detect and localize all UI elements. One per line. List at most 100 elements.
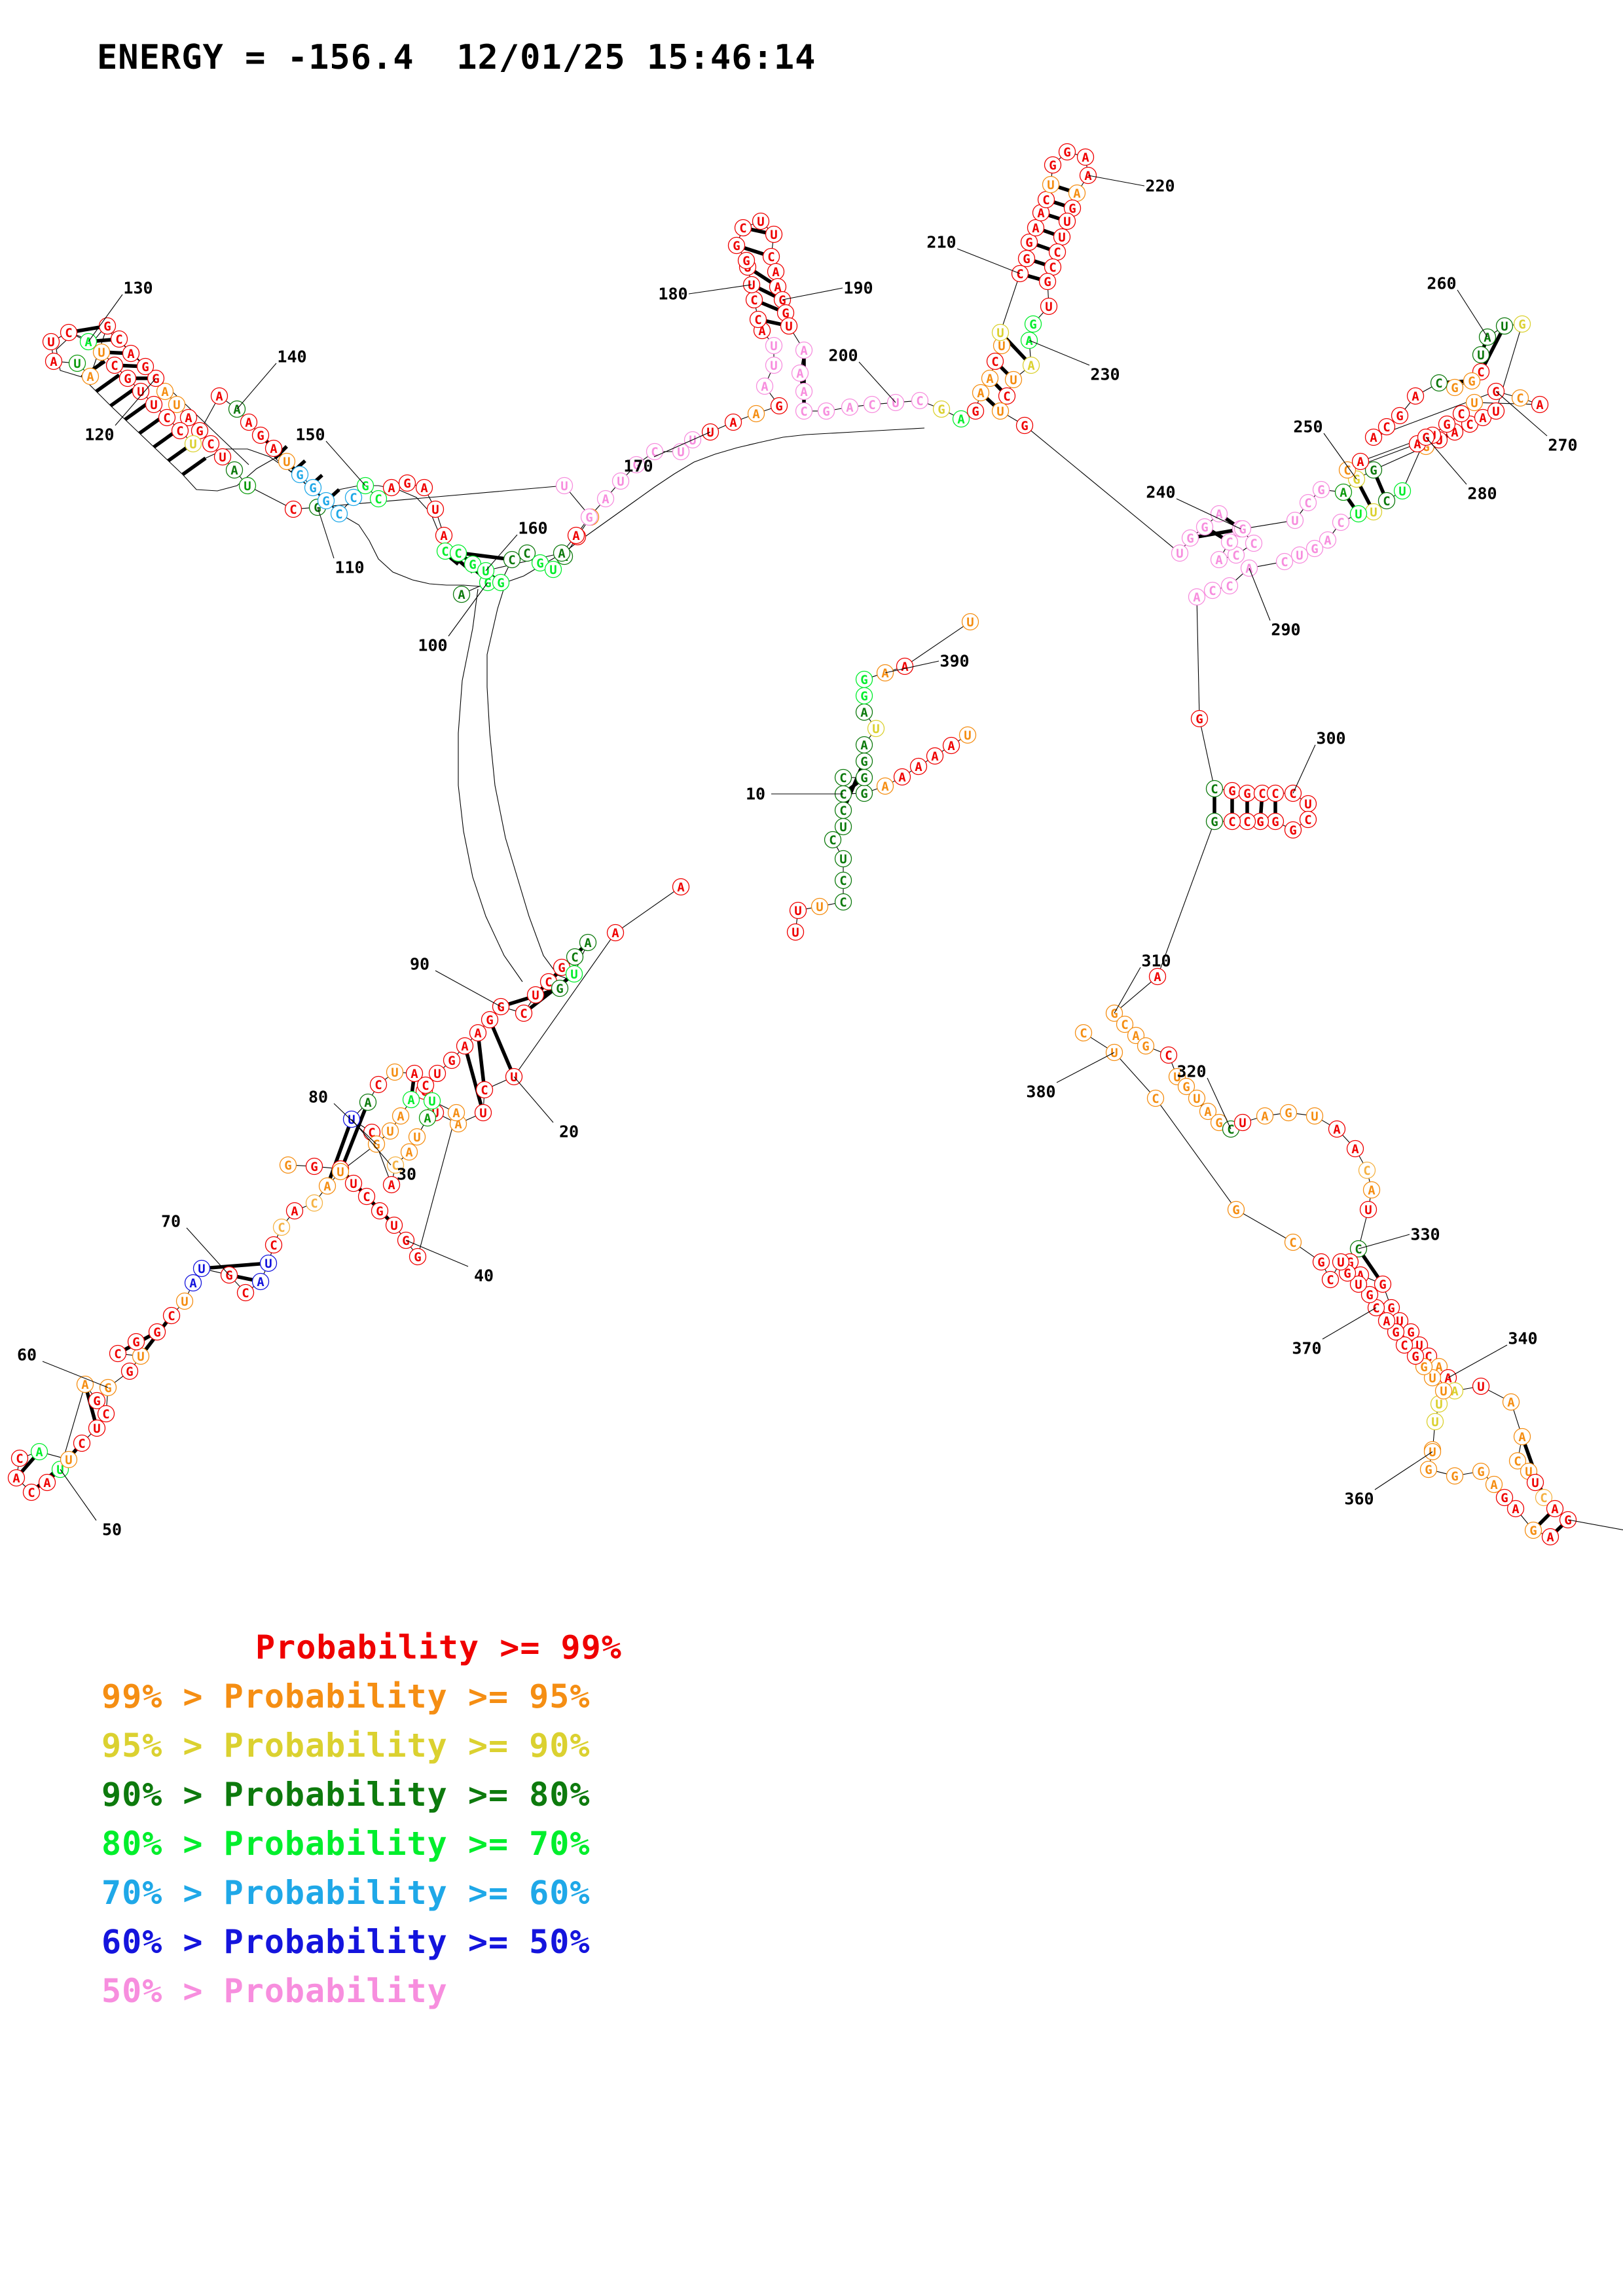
nucleotide-235: G <box>1015 416 1034 435</box>
backbone-link <box>1225 518 1235 525</box>
nucleotide-letter: A <box>245 416 253 430</box>
nucleotide-circle <box>408 1128 426 1146</box>
nucleotide-1: U <box>786 923 805 941</box>
nucleotide-letter: G <box>1412 1350 1419 1364</box>
nucleotide-141: A <box>240 413 258 431</box>
nucleotide-letter: C <box>839 874 847 888</box>
nucleotide-letter: G <box>558 961 565 975</box>
nucleotide-circle <box>68 354 86 372</box>
nucleotide-circle <box>423 1092 441 1110</box>
nucleotide-letter: C <box>392 1158 399 1173</box>
position-leader-340 <box>1448 1344 1508 1378</box>
nucleotide-348: C <box>1535 1488 1553 1507</box>
nucleotide-121: G <box>136 357 155 376</box>
nucleotide-circle <box>1328 1120 1346 1138</box>
position-label-90: 90 <box>410 955 429 974</box>
nucleotide-14: A <box>909 757 928 776</box>
nucleotide-letter: C <box>750 293 757 308</box>
nucleotide-circle <box>98 317 117 335</box>
nucleotide-385: A <box>855 736 873 754</box>
nucleotide-letter: C <box>1304 813 1311 827</box>
nucleotide-letter: C <box>1457 407 1465 422</box>
nucleotide-33: C <box>386 1156 405 1174</box>
nucleotide-157: C <box>436 542 454 560</box>
nucleotide-letter: U <box>872 722 879 736</box>
base-pair-69-73 <box>209 1262 261 1270</box>
nucleotide-343: A <box>1502 1393 1520 1411</box>
nucleotide-352: G <box>1524 1521 1542 1539</box>
nucleotide-circle <box>1364 428 1383 446</box>
nucleotide-circle <box>1362 1181 1381 1199</box>
nucleotide-circle <box>1305 539 1324 558</box>
nucleotide-circle <box>1387 1323 1405 1341</box>
backbone-link <box>1321 1119 1331 1126</box>
nucleotide-circle <box>1177 1077 1195 1096</box>
nucleotide-letter: A <box>424 1111 431 1126</box>
nucleotide-92: U <box>526 986 545 1004</box>
position-leader-320 <box>1207 1077 1231 1130</box>
nucleotide-265: C <box>1430 374 1448 392</box>
nucleotide-letter: G <box>376 1204 383 1219</box>
nucleotide-circle <box>10 1449 29 1467</box>
nucleotide-circle <box>1334 483 1353 501</box>
nucleotide-234: U <box>991 402 1010 420</box>
position-leader-280 <box>1425 437 1467 485</box>
nucleotide-letter: C <box>65 326 72 340</box>
nucleotide-324: U <box>1305 1107 1324 1125</box>
nucleotide-letter: G <box>373 1138 380 1152</box>
nucleotide-letter: G <box>309 481 316 495</box>
position-leader-100 <box>448 582 488 637</box>
position-leader-80 <box>333 1103 377 1145</box>
position-label-150: 150 <box>295 425 325 444</box>
nucleotide-318: A <box>1199 1102 1217 1121</box>
nucleotide-133: G <box>119 369 137 387</box>
nucleotide-letter: C <box>374 1078 382 1092</box>
position-label-370: 370 <box>1292 1339 1321 1358</box>
nucleotide-circle <box>1279 1103 1298 1122</box>
backbone-link <box>1503 393 1514 397</box>
nucleotide-circle <box>1027 219 1045 237</box>
nucleotide-circle <box>1116 1015 1134 1033</box>
nucleotide-74: C <box>264 1236 283 1254</box>
nucleotide-294: G <box>1190 709 1209 728</box>
nucleotide-69: U <box>192 1259 211 1278</box>
nucleotide-88: A <box>469 1024 487 1042</box>
base-pair-20-89 <box>491 1026 513 1071</box>
nucleotide-circle <box>1511 389 1529 407</box>
nucleotide-circle <box>1076 148 1095 166</box>
position-leader-370 <box>1322 1307 1377 1340</box>
nucleotide-letter: A <box>584 936 592 950</box>
nucleotide-circle <box>1205 812 1224 831</box>
nucleotide-circle <box>737 251 756 270</box>
nucleotide-109: U <box>555 476 574 495</box>
nucleotide-letter: U <box>966 615 974 630</box>
nucleotide-131: U <box>92 343 111 361</box>
nucleotide-53: A <box>7 1469 26 1487</box>
backbone-link <box>321 1166 333 1169</box>
nucleotide-151: C <box>369 490 388 508</box>
nucleotide-letter: U <box>264 1257 272 1271</box>
position-label-380: 380 <box>1026 1083 1055 1102</box>
nucleotide-letter: A <box>291 1204 299 1219</box>
nucleotide-circle <box>855 736 873 754</box>
nucleotide-letter: C <box>520 1007 527 1021</box>
nucleotide-circle <box>1446 1467 1464 1485</box>
nucleotide-46: G <box>305 1157 323 1175</box>
nucleotide-letter: G <box>153 1325 160 1340</box>
nucleotide-circle <box>175 1292 194 1310</box>
nucleotide-circle <box>567 526 585 545</box>
nucleotide-letter: G <box>296 468 303 482</box>
nucleotide-letter: C <box>1383 494 1390 509</box>
nucleotide-circle <box>168 395 186 414</box>
nucleotide-circle <box>1266 784 1285 802</box>
nucleotide-letter: A <box>1193 590 1201 605</box>
nucleotide-letter: A <box>12 1471 20 1486</box>
nucleotide-letter: G <box>782 306 789 321</box>
nucleotide-circle <box>1434 1382 1453 1400</box>
backbone-link <box>439 1103 450 1110</box>
nucleotide-circle <box>503 550 521 569</box>
nucleotide-circle <box>210 387 228 405</box>
nucleotide-circle <box>240 413 258 431</box>
position-label-220: 220 <box>1145 177 1175 196</box>
nucleotide-circle <box>382 1175 401 1194</box>
